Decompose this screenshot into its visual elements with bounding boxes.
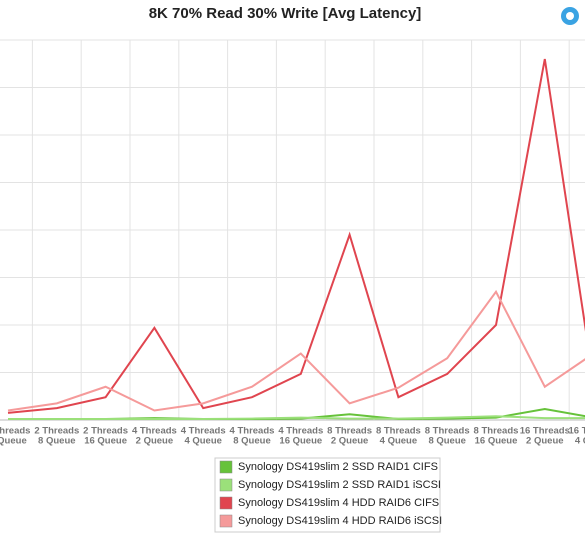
x-tick-label: 8 Threads [425, 426, 470, 437]
legend-box [214, 457, 441, 533]
x-tick-label: 8 Queue [428, 436, 466, 447]
x-tick-label: 8 Queue [38, 436, 76, 447]
x-tick-label: 8 Queue [233, 436, 271, 447]
x-tick-label: 2 Threads [83, 426, 128, 437]
x-tick-label: 16 Queue [279, 436, 322, 447]
x-tick-label: 4 Queue [0, 436, 27, 447]
x-tick-label: 2 Threads [34, 426, 79, 437]
x-tick-label: 4 Threads [181, 426, 226, 437]
x-tick-label: 2 Queue [526, 436, 564, 447]
series-line [7, 58, 585, 414]
x-tick-label: 4 Queue [184, 436, 222, 447]
legend-label: Synology DS419slim 2 SSD RAID1 CIFS [238, 461, 438, 473]
x-tick-label: 16 Queue [475, 436, 518, 447]
x-tick-label: 2 Threads [0, 426, 30, 437]
x-tick-label: 4 Queue [380, 436, 418, 447]
series-line [7, 289, 585, 412]
x-tick-label: 2 Queue [331, 436, 369, 447]
legend-label: Synology DS419slim 4 HDD RAID6 iSCSI [238, 515, 442, 527]
x-tick-label: 8 Threads [474, 426, 519, 437]
legend-label: Synology DS419slim 2 SSD RAID1 iSCSI [238, 479, 441, 491]
x-tick-label: 8 Threads [376, 426, 421, 437]
x-tick-label: 4 Threads [132, 426, 177, 437]
x-tick-label: 16 Threads [520, 426, 570, 437]
legend-swatch [219, 514, 233, 528]
x-tick-label: 16 Threads [569, 426, 585, 437]
series-line [8, 415, 585, 421]
x-tick-label: 4 Queue [575, 436, 585, 447]
x-tick-label: 16 Queue [84, 436, 127, 447]
legend-swatch [219, 496, 233, 510]
x-tick-label: 8 Threads [327, 426, 372, 437]
x-tick-label: 4 Threads [278, 426, 323, 437]
x-tick-label: 4 Threads [230, 426, 275, 437]
legend-label: Synology DS419slim 4 HDD RAID6 CIFS [238, 497, 439, 509]
legend-swatch [219, 478, 233, 492]
x-tick-label: 2 Queue [136, 436, 174, 447]
legend-swatch [219, 460, 233, 474]
help-icon[interactable] [561, 7, 579, 25]
chart-title: 8K 70% Read 30% Write [Avg Latency] [149, 5, 422, 22]
